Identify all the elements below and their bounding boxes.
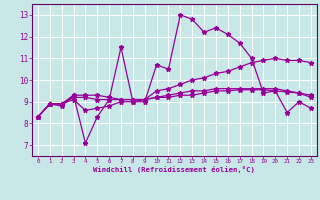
X-axis label: Windchill (Refroidissement éolien,°C): Windchill (Refroidissement éolien,°C) bbox=[93, 166, 255, 173]
